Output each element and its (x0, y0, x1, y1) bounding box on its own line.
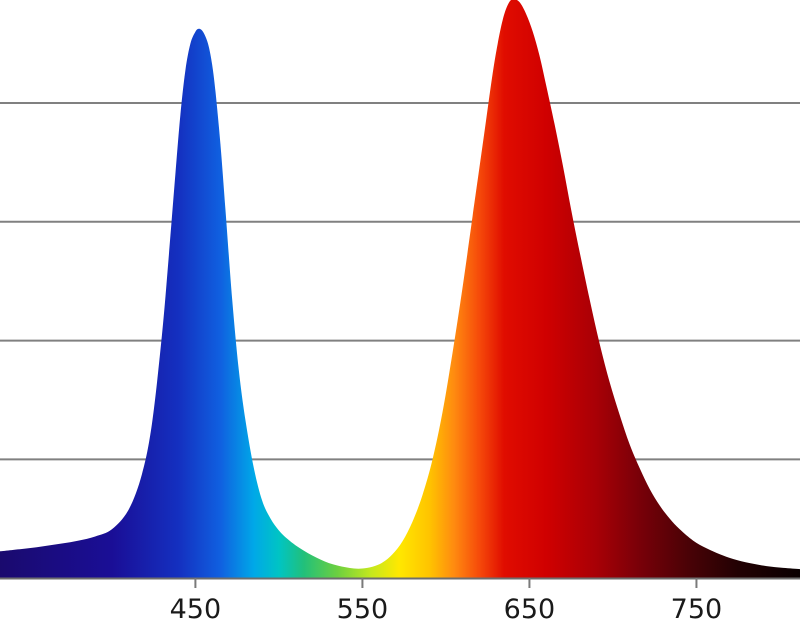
x-tick-label-550: 550 (337, 594, 389, 625)
gridline-group (0, 102, 800, 461)
x-tick-label-group: 450 550 650 750 (170, 594, 723, 625)
x-tick-group (194, 578, 698, 588)
x-tick-label-450: 450 (170, 594, 222, 625)
x-tick-label-750: 750 (671, 594, 723, 625)
x-tick-label-650: 650 (504, 594, 556, 625)
